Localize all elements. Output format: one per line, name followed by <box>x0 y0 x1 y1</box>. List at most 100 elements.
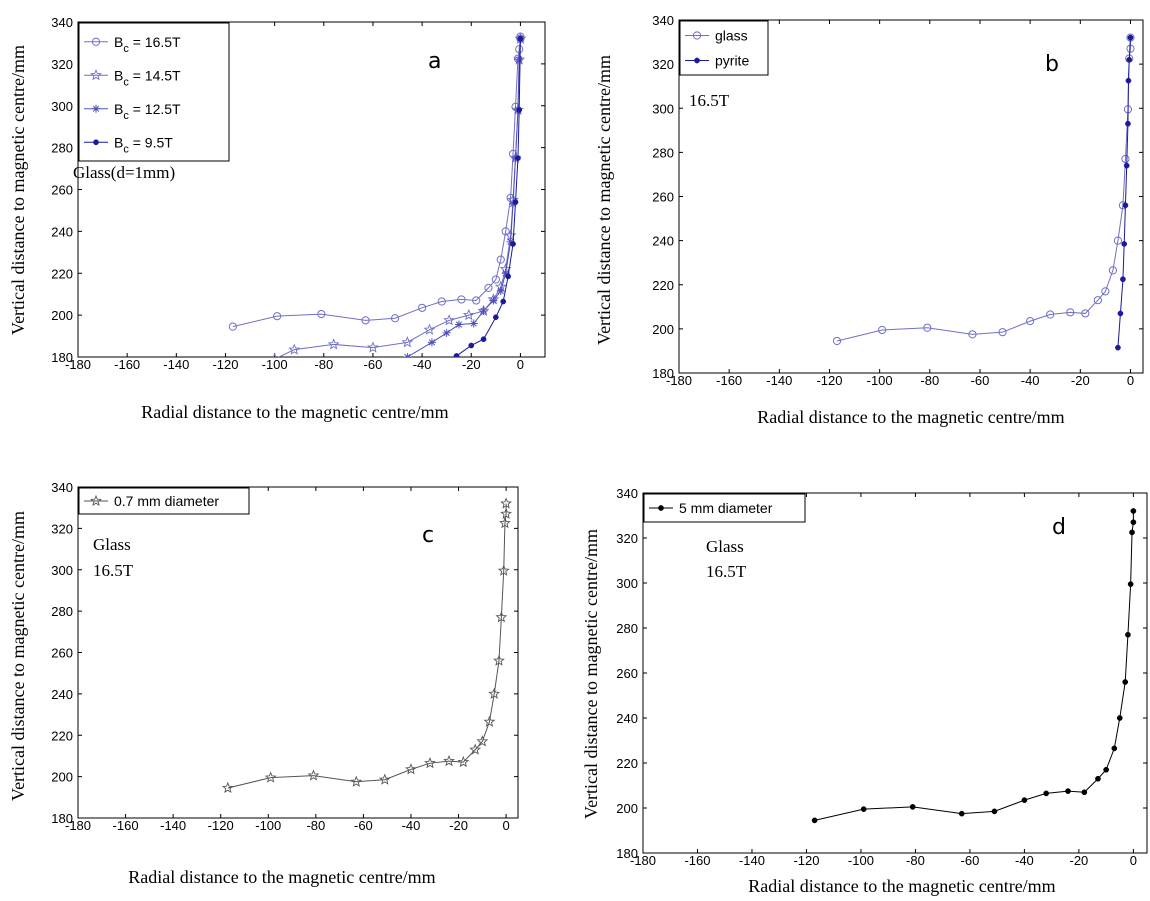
data-point <box>427 338 436 347</box>
y-axis-label: Vertical distance to magnetic centre/mm <box>594 55 614 345</box>
data-point <box>405 763 417 775</box>
data-point <box>510 241 516 247</box>
legend-entry: 5 mm diameter <box>679 500 773 516</box>
y-tick-label: 180 <box>51 811 73 826</box>
chart-d-svg: -180 -160 -140 -120 -100 -80 -60 -40 -20 0 180 200 2… <box>581 486 1148 896</box>
data-point <box>1121 154 1130 164</box>
data-point <box>361 316 370 325</box>
x-tick-label: -80 <box>306 818 325 833</box>
data-layer <box>811 508 1137 824</box>
data-point <box>506 237 515 246</box>
x-tick-label: -120 <box>212 357 238 372</box>
x-tick-label: -160 <box>684 853 710 868</box>
data-point <box>495 611 508 623</box>
data-point <box>1066 308 1075 317</box>
data-point <box>403 353 412 357</box>
y-tick-label: 260 <box>51 646 73 661</box>
data-point <box>497 564 510 576</box>
data-point <box>489 296 498 305</box>
data-point <box>1046 310 1055 319</box>
x-tick-label: -80 <box>920 373 939 388</box>
data-point <box>443 314 456 326</box>
x-tick-label: -140 <box>163 357 189 372</box>
x-tick-label: -60 <box>364 357 383 372</box>
data-point <box>484 283 493 293</box>
y-tick-label: 200 <box>51 770 73 785</box>
data-point <box>1123 162 1130 169</box>
data-point <box>998 328 1007 337</box>
x-tick-label: -60 <box>354 818 373 833</box>
legend-entry: glass <box>715 28 748 44</box>
y-tick-label: 320 <box>51 57 73 72</box>
data-point <box>480 336 487 343</box>
data-point <box>1081 309 1090 318</box>
legend: 5 mm diameter <box>643 493 806 523</box>
y-tick-label: 300 <box>652 101 674 116</box>
data-point <box>811 817 818 824</box>
x-axis-label: Radial distance to the magnetic centre/m… <box>128 867 435 887</box>
x-tick-label: 0 <box>502 818 509 833</box>
y-tick-label: 220 <box>616 756 638 771</box>
data-point <box>508 149 518 159</box>
data-point <box>499 516 511 529</box>
data-point <box>517 35 524 42</box>
x-tick-label: -100 <box>848 853 874 868</box>
data-point <box>437 297 446 306</box>
y-tick-label: 240 <box>51 687 73 702</box>
data-point <box>500 298 507 305</box>
data-point <box>505 273 511 280</box>
y-axis-label: Vertical distance to magnetic centre/mm <box>8 511 28 801</box>
data-point <box>1115 344 1121 351</box>
data-point <box>468 342 475 349</box>
legend-entry: Bc = 14.5T <box>114 67 181 88</box>
data-point <box>1120 276 1126 283</box>
data-point <box>1122 679 1129 685</box>
data-point <box>516 107 523 113</box>
annotation: Glass <box>93 535 131 554</box>
y-tick-label: 260 <box>616 666 638 681</box>
x-tick-label: -100 <box>262 357 288 372</box>
data-point <box>1122 202 1129 209</box>
data-point <box>1043 790 1050 797</box>
data-point <box>1125 120 1131 127</box>
series-line-1 <box>1117 37 1131 348</box>
y-tick-label: 220 <box>51 728 73 743</box>
x-tick-label: -40 <box>1021 373 1040 388</box>
y-tick-label: 280 <box>652 145 674 160</box>
data-point <box>968 330 977 339</box>
data-point <box>1126 56 1133 63</box>
data-point <box>350 775 363 787</box>
data-point <box>1113 236 1123 245</box>
data-point <box>1127 581 1134 587</box>
legend-entry: Bc = 12.5T <box>114 101 181 122</box>
data-point <box>515 55 524 64</box>
data-point <box>512 199 519 205</box>
x-tick-label: -160 <box>716 373 742 388</box>
data-point <box>1093 296 1102 305</box>
y-tick-label: 220 <box>51 266 73 281</box>
series-line-0 <box>836 37 1131 342</box>
data-point <box>1065 788 1071 794</box>
y-tick-label: 240 <box>652 234 674 249</box>
data-point <box>1116 715 1123 721</box>
x-tick-label: -160 <box>113 818 139 833</box>
data-point <box>909 804 916 810</box>
chart-panel-b: -180 -160 -140 -120 -100 -80 -60 -40 -20 0 180 200 2… <box>575 0 1150 450</box>
data-point <box>1117 310 1124 317</box>
data-point <box>500 507 513 519</box>
data-point <box>457 295 466 304</box>
legend-swatch-marker <box>92 104 100 113</box>
y-tick-label: 300 <box>51 99 73 114</box>
y-axis-label: Vertical distance to magnetic centre/mm <box>8 45 28 335</box>
data-point <box>1111 745 1118 752</box>
y-tick-label: 340 <box>51 480 73 495</box>
legend-swatch-marker <box>93 139 99 146</box>
data-point <box>272 312 282 321</box>
y-tick-label: 200 <box>652 322 674 337</box>
legend-swatch-marker <box>658 505 664 511</box>
data-point <box>443 754 455 767</box>
data-point <box>1121 241 1128 247</box>
chart-b-svg: -180 -160 -140 -120 -100 -80 -60 -40 -20 0 180 200 2… <box>594 13 1144 427</box>
x-tick-label: -60 <box>971 373 990 388</box>
y-tick-label: 340 <box>616 486 638 501</box>
